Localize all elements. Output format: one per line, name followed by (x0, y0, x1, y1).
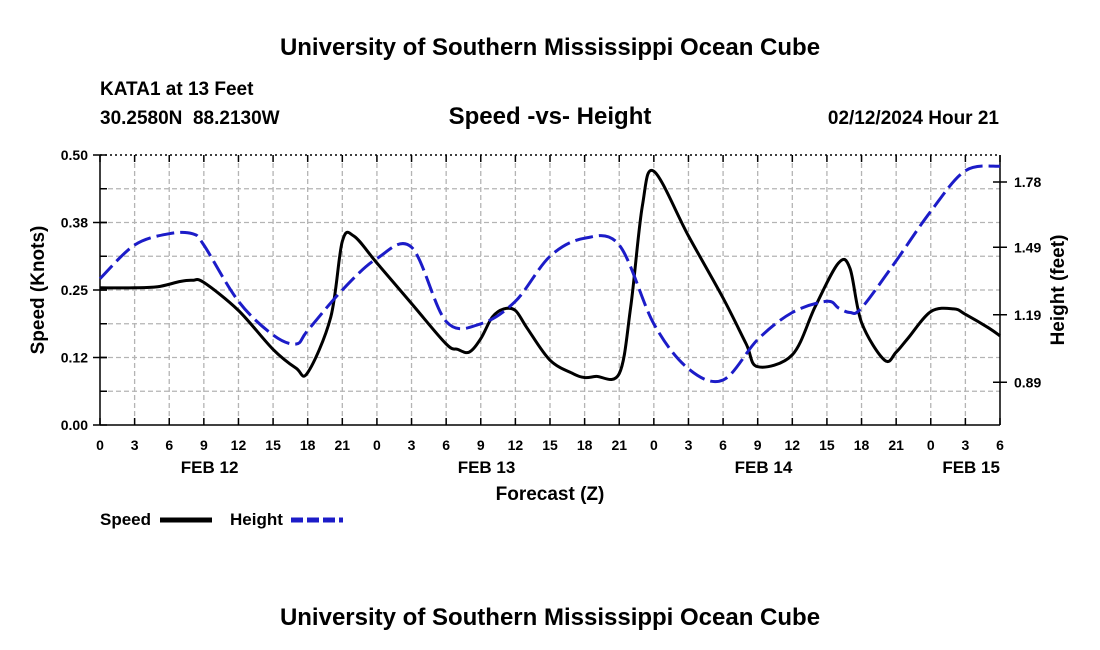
x-tick-label: 0 (373, 437, 381, 453)
axes: 0 3 6 9 12 15 18 21 0 3 6 9 12 15 18 21 0 3 6 9 12 15 18 21 0 3 6F… (61, 147, 1042, 477)
x-tick-label: 6 (165, 437, 173, 453)
x-tick-label: 12 (785, 437, 801, 453)
x-tick-label: 15 (819, 437, 835, 453)
x-tick-label: 6 (719, 437, 727, 453)
speed-series-line (99, 168, 1001, 382)
grid (100, 155, 1000, 425)
height-series-line (98, 164, 1001, 384)
day-label: FEB 14 (735, 458, 793, 477)
x-tick-label: 21 (335, 437, 351, 453)
chart-subtitle: Speed -vs- Height (449, 103, 652, 130)
day-label: FEB 13 (458, 458, 516, 477)
station-coords: 30.2580N 88.2130W (100, 108, 280, 129)
x-tick-label: 9 (477, 437, 485, 453)
y-tick-label: 0.38 (61, 215, 88, 231)
x-tick-label: 12 (231, 437, 247, 453)
y2-tick-label: 1.49 (1014, 239, 1041, 255)
chart-title: University of Southern Mississippi Ocean… (280, 34, 820, 61)
legend-speed-label: Speed (100, 510, 151, 529)
series (98, 164, 1001, 384)
x-tick-label: 18 (577, 437, 593, 453)
x-tick-label: 0 (96, 437, 104, 453)
y-tick-label: 0.00 (61, 417, 88, 433)
day-label: FEB 15 (942, 458, 1000, 477)
x-tick-label: 21 (888, 437, 904, 453)
x-tick-label: 12 (508, 437, 524, 453)
y2-tick-label: 1.19 (1014, 307, 1041, 323)
y-tick-label: 0.25 (61, 282, 88, 298)
x-tick-label: 21 (611, 437, 627, 453)
day-label: FEB 12 (181, 458, 239, 477)
station-name: KATA1 at 13 Feet (100, 79, 254, 100)
x-tick-label: 15 (542, 437, 558, 453)
y-tick-label: 0.50 (61, 147, 88, 163)
x-tick-label: 18 (854, 437, 870, 453)
legend: Speed Height (100, 510, 343, 529)
x-tick-label: 0 (927, 437, 935, 453)
x-tick-label: 9 (200, 437, 208, 453)
x-tick-label: 0 (650, 437, 658, 453)
x-tick-label: 9 (754, 437, 762, 453)
x-tick-label: 3 (685, 437, 693, 453)
x-tick-label: 3 (961, 437, 969, 453)
y2-tick-label: 0.89 (1014, 374, 1041, 390)
forecast-datetime: 02/12/2024 Hour 21 (828, 108, 1000, 129)
x-tick-label: 15 (265, 437, 281, 453)
x-tick-label: 6 (442, 437, 450, 453)
x-tick-label: 3 (131, 437, 139, 453)
y-axis-label: Speed (Knots) (28, 226, 49, 355)
y2-axis-label: Height (feet) (1048, 235, 1069, 346)
x-axis-label: Forecast (Z) (496, 484, 605, 505)
x-tick-label: 6 (996, 437, 1004, 453)
y-tick-label: 0.12 (61, 350, 88, 366)
x-tick-label: 18 (300, 437, 316, 453)
footer-title: University of Southern Mississippi Ocean… (280, 604, 820, 631)
legend-height-label: Height (230, 510, 283, 529)
x-tick-label: 3 (408, 437, 416, 453)
y2-tick-label: 1.78 (1014, 174, 1041, 190)
